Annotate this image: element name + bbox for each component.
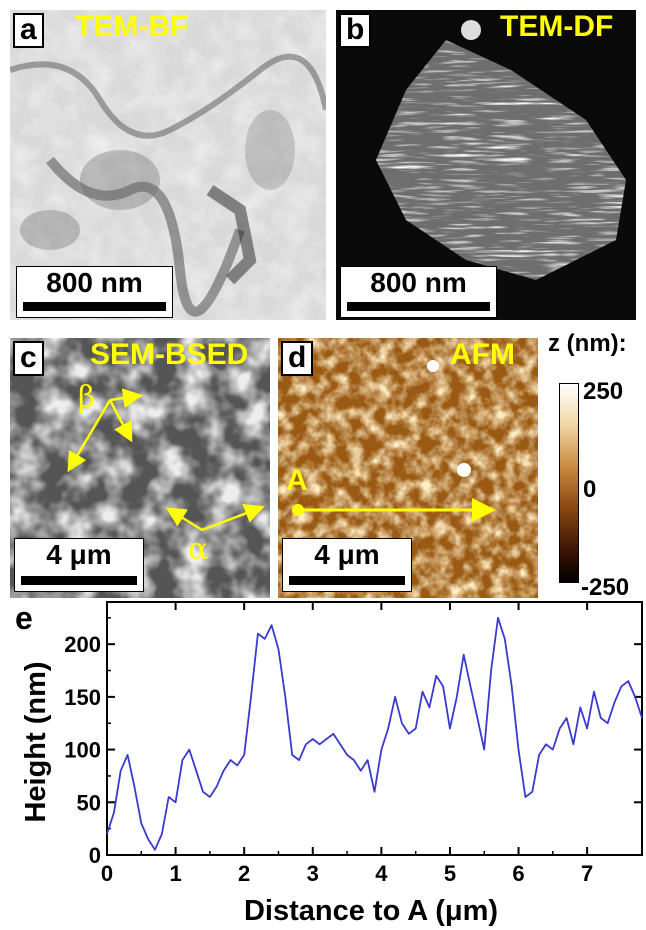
panel-letter-d: d	[281, 341, 314, 376]
colorbar-title: z (nm):	[548, 330, 627, 357]
y-axis-label: Height (nm)	[20, 661, 52, 822]
scale-bar-c-line	[21, 576, 137, 585]
panel-a-tem-bf: a TEM-BF 800 nm	[10, 10, 326, 320]
afm-line-profile-marker	[292, 498, 496, 522]
alpha-label: α	[188, 532, 209, 567]
panel-c-title: SEM-BSED	[90, 338, 249, 371]
panel-d-title: AFM	[450, 338, 515, 371]
scale-bar-a: 800 nm	[16, 266, 173, 318]
y-tick-label: 200	[64, 632, 101, 657]
scale-bar-d-line	[289, 576, 405, 585]
panel-a-title: TEM-BF	[75, 10, 189, 43]
scale-bar-c: 4 μm	[14, 538, 144, 592]
height-profile-line	[106, 616, 643, 851]
scale-bar-a-label: 800 nm	[46, 267, 143, 298]
panel-letter-e: e	[15, 600, 33, 636]
scale-bar-d: 4 μm	[282, 538, 412, 592]
colorbar-max-label: 250	[583, 378, 624, 405]
scale-bar-c-label: 4 μm	[46, 539, 112, 570]
x-tick-label: 7	[581, 861, 593, 886]
colorbar-min-label: -250	[581, 574, 630, 601]
x-axis-label: Distance to A (μm)	[244, 895, 498, 927]
profile-start-label: A	[286, 464, 308, 497]
tem-bf-micrograph	[10, 10, 326, 320]
panel-letter-c: c	[13, 341, 44, 376]
colorbar-mid-label: 0	[583, 476, 597, 503]
panel-d-afm: d AFM A 4 μm	[278, 338, 538, 598]
x-tick-label: 6	[512, 861, 524, 886]
panel-letter-b: b	[339, 13, 372, 48]
scale-bar-b: 800 nm	[340, 266, 497, 318]
scale-bar-b-line	[347, 302, 490, 311]
x-tick-label: 4	[375, 861, 388, 886]
phase-arrows	[67, 388, 265, 532]
panel-c-sem-bsed: c SEM-BSED β α 4 μm	[10, 338, 270, 598]
panel-letter-a: a	[13, 13, 44, 48]
y-tick-label: 100	[64, 738, 101, 763]
scale-bar-a-line	[23, 302, 166, 311]
panel-b-tem-df: b TEM-DF 800 nm	[336, 10, 636, 320]
x-tick-label: 3	[307, 861, 319, 886]
panel-b-title: TEM-DF	[500, 10, 614, 43]
y-tick-label: 0	[89, 843, 101, 868]
x-tick-label: 5	[444, 861, 456, 886]
scale-bar-d-label: 4 μm	[314, 539, 380, 570]
plot-frame	[106, 601, 643, 856]
x-tick-label: 2	[238, 861, 250, 886]
y-tick-label: 50	[77, 790, 101, 815]
y-tick-label: 150	[64, 685, 101, 710]
afm-colorbar	[559, 383, 579, 583]
x-tick-label: 0	[101, 861, 113, 886]
scale-bar-b-label: 800 nm	[370, 267, 467, 298]
beta-label: β	[78, 380, 96, 415]
x-tick-label: 1	[169, 861, 181, 886]
